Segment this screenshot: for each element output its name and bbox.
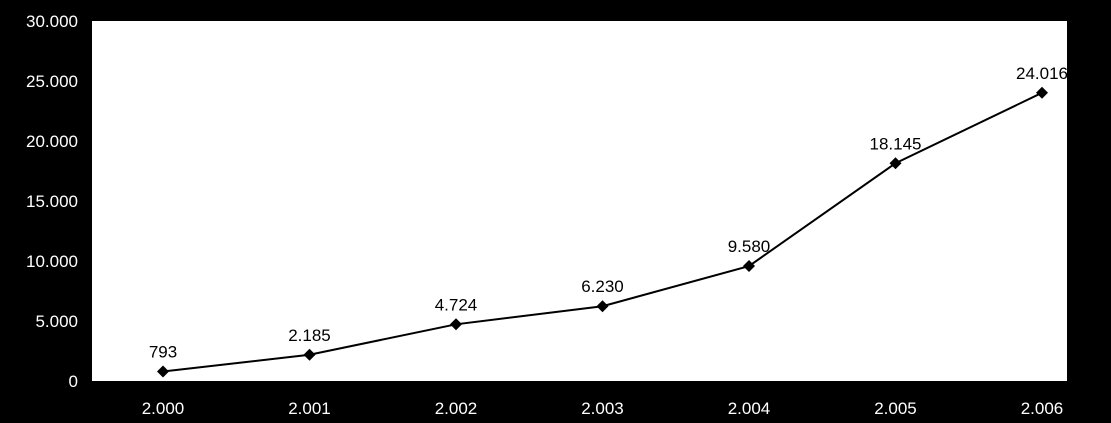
- y-tick-label: 20.000: [26, 132, 78, 151]
- x-tick-label: 2.001: [288, 399, 331, 418]
- data-label: 4.724: [435, 295, 478, 314]
- data-point-marker: [889, 157, 902, 170]
- x-tick-label: 2.004: [728, 399, 771, 418]
- data-label: 6.230: [581, 277, 624, 296]
- data-label: 9.580: [728, 237, 771, 256]
- data-point-marker: [450, 318, 462, 331]
- y-tick-label: 5.000: [35, 312, 78, 331]
- x-tick-label: 2.003: [581, 399, 624, 418]
- y-axis-ticks: 0 5.000 10.000 15.000 20.000 25.000 30.000: [26, 12, 78, 391]
- data-point-marker: [1036, 86, 1048, 99]
- x-tick-label: 2.000: [142, 399, 185, 418]
- x-tick-label: 2.002: [435, 399, 478, 418]
- data-point-marker: [743, 260, 755, 273]
- data-label: 2.185: [288, 326, 331, 345]
- y-tick-label: 15.000: [26, 192, 78, 211]
- data-label: 24.016: [1016, 64, 1068, 83]
- x-axis-ticks: 2.000 2.001 2.002 2.003 2.004 2.005 2.006: [142, 399, 1064, 418]
- data-label: 793: [149, 342, 177, 361]
- data-point-marker: [303, 348, 316, 361]
- data-label: 18.145: [870, 134, 922, 153]
- y-tick-label: 0: [69, 372, 78, 391]
- x-tick-label: 2.006: [1021, 399, 1064, 418]
- data-point-marker: [596, 300, 609, 313]
- data-labels: 793 2.185 4.724 6.230 9.580 18.145 24.016: [149, 64, 1068, 362]
- y-tick-label: 25.000: [26, 72, 78, 91]
- data-markers: [157, 86, 1048, 378]
- x-tick-label: 2.005: [874, 399, 917, 418]
- plot-area: [92, 21, 1067, 381]
- y-tick-label: 10.000: [26, 252, 78, 271]
- data-point-marker: [157, 365, 169, 378]
- y-tick-label: 30.000: [26, 12, 78, 31]
